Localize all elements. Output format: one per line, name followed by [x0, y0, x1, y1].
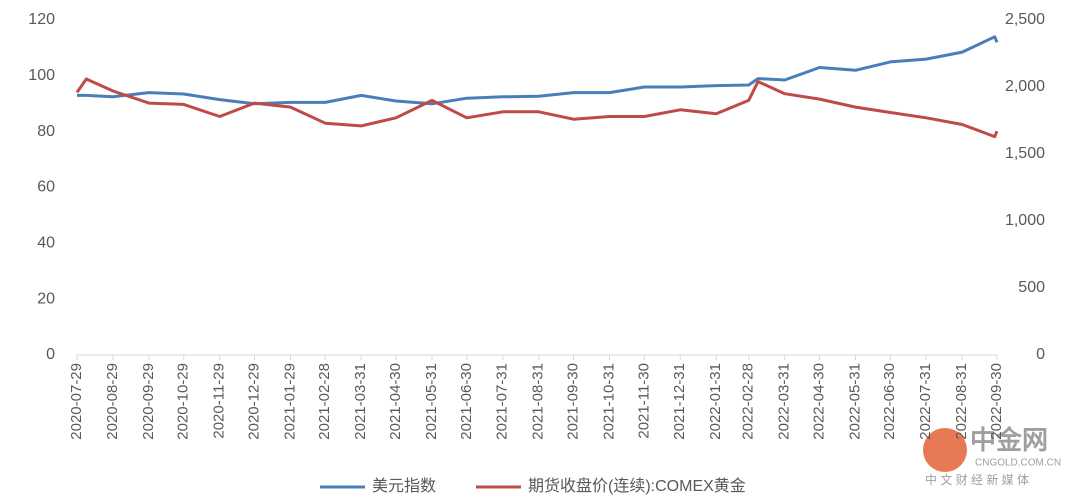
x-tick-label: 2021-12-31 — [671, 363, 688, 440]
x-tick-label: 2020-09-29 — [140, 363, 157, 440]
y-tick-label: 20 — [37, 290, 55, 307]
x-tick-label: 2020-11-29 — [211, 363, 228, 439]
series-line — [77, 35, 999, 106]
x-tick-label: 2022-02-28 — [740, 363, 757, 440]
y2-tick-label: 1,000 — [1005, 212, 1045, 229]
y2-tick-label: 0 — [1036, 346, 1045, 363]
y-tick-label: 60 — [37, 179, 55, 196]
x-tick-label: 2021-07-31 — [494, 363, 511, 440]
y2-tick-label: 2,000 — [1005, 78, 1045, 95]
x-tick-label: 2021-09-30 — [565, 363, 582, 440]
x-tick-label: 2020-08-29 — [104, 363, 121, 440]
x-tick-label: 2020-07-29 — [68, 363, 85, 440]
legend-label: 美元指数 — [372, 477, 436, 495]
series-line — [75, 77, 999, 139]
slogan: 中 文 财 经 新 媒 体 — [925, 472, 1029, 487]
y2-tick-label: 2,500 — [1005, 11, 1045, 28]
y2-tick-label: 500 — [1018, 279, 1045, 296]
site: CNGOLD.COM.CN — [975, 458, 1061, 469]
brand: 中金网 — [970, 425, 1048, 455]
x-tick-label: 2022-05-31 — [846, 363, 863, 440]
y2-tick-label: 1,500 — [1005, 145, 1045, 162]
x-tick-label: 2022-06-30 — [881, 363, 898, 440]
x-tick-label: 2021-10-31 — [600, 363, 617, 440]
y-tick-label: 40 — [37, 235, 55, 252]
x-tick-label: 2021-02-28 — [316, 363, 333, 440]
x-tick-label: 2020-10-29 — [175, 363, 192, 440]
logo — [923, 428, 967, 472]
x-tick-label: 2021-05-31 — [423, 363, 440, 440]
legend-label: 期货收盘价(连续):COMEX黄金 — [528, 476, 746, 495]
x-tick-label: 2022-01-31 — [707, 363, 724, 440]
x-tick-label: 2021-08-31 — [530, 363, 547, 440]
x-tick-label: 2020-12-29 — [245, 363, 262, 440]
x-tick-label: 2021-03-31 — [352, 363, 369, 440]
x-tick-label: 2021-11-30 — [635, 363, 652, 439]
watermark: 中金网 CNGOLD.COM.CN 中 文 财 经 新 媒 体 — [923, 425, 1061, 487]
x-tick-label: 2021-01-29 — [281, 363, 298, 440]
x-tick-label: 2021-06-30 — [458, 363, 475, 440]
y-tick-label: 100 — [28, 67, 55, 84]
x-tick-label: 2022-04-30 — [810, 363, 827, 440]
y-tick-label: 80 — [37, 123, 55, 140]
y-tick-label: 0 — [46, 346, 55, 363]
x-tick-label: 2022-07-31 — [917, 363, 934, 440]
y-tick-label: 120 — [28, 11, 55, 28]
x-tick-label: 2022-03-31 — [776, 363, 793, 440]
x-tick-label: 2022-08-31 — [953, 363, 970, 440]
x-tick-label: 2022-09-30 — [988, 363, 1005, 440]
x-tick-label: 2021-04-30 — [387, 363, 404, 440]
